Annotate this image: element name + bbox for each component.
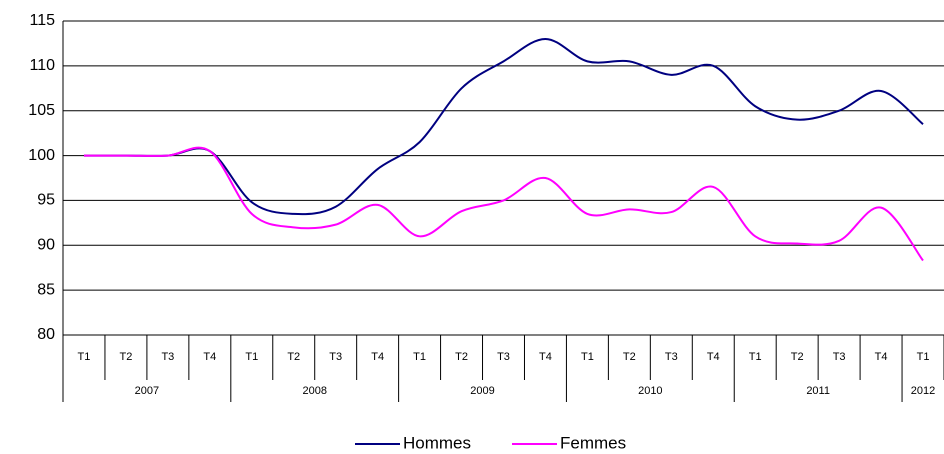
y-tick-label: 80 [37,326,55,343]
y-tick-label: 115 [29,12,55,29]
x-tick-label: T1 [245,351,258,363]
x-tick-label: T4 [371,351,384,363]
x-tick-label: T1 [917,351,930,363]
x-tick-label: T2 [791,351,804,363]
year-label: 2012 [911,385,935,397]
legend-label: Hommes [403,433,471,452]
x-tick-label: T3 [497,351,510,363]
x-tick-label: T3 [833,351,846,363]
x-tick-label: T2 [120,351,133,363]
x-tick-label: T1 [749,351,762,363]
y-tick-label: 105 [28,102,55,119]
series-line [83,37,924,216]
x-tick-label: T2 [455,351,468,363]
x-tick-label: T3 [161,351,174,363]
x-tick-label: T3 [329,351,342,363]
y-tick-label: 100 [28,147,55,164]
y-tick-label: 85 [37,281,55,298]
x-tick-label: T1 [413,351,426,363]
year-label: 2009 [470,385,494,397]
year-label: 2007 [135,385,159,397]
legend-label: Femmes [560,433,626,452]
x-tick-label: T4 [707,351,720,363]
y-tick-label: 90 [37,237,55,254]
year-label: 2011 [806,385,830,397]
y-tick-label: 110 [29,57,55,74]
x-tick-label: T4 [539,351,552,363]
year-label: 2008 [302,385,326,397]
x-tick-label: T2 [623,351,636,363]
year-label: 2010 [638,385,662,397]
x-tick-label: T2 [287,351,300,363]
y-tick-label: 95 [37,192,55,209]
x-tick-label: T4 [875,351,888,363]
series-line [83,146,924,262]
x-tick-label: T4 [203,351,216,363]
x-tick-label: T1 [581,351,594,363]
x-tick-label: T3 [665,351,678,363]
x-tick-label: T1 [78,351,91,363]
